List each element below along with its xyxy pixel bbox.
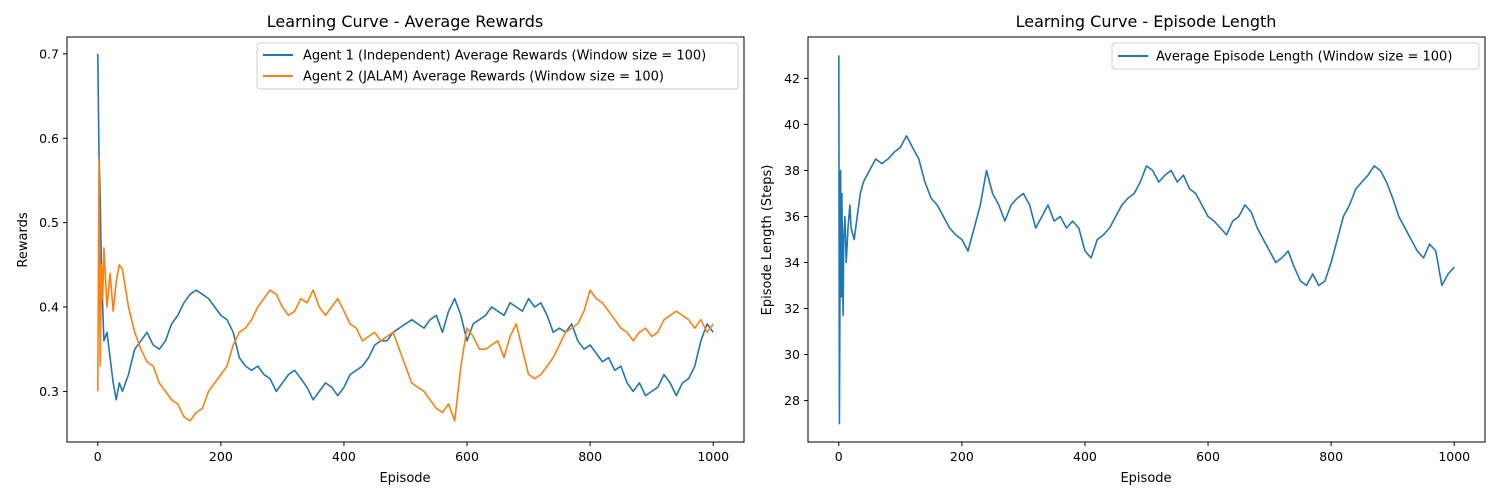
episode-length-y-tick-label: 36 [784, 209, 800, 224]
rewards-x-tick-label: 200 [209, 449, 233, 464]
rewards-chart-title: Learning Curve - Average Rewards [267, 12, 543, 31]
episode-length-x-ticks: 0 200 400 600 800 1000 [835, 442, 1470, 464]
episode-length-y-tick-label: 40 [784, 117, 800, 132]
rewards-legend-box [256, 42, 739, 90]
episode-length-y-tick-label: 42 [784, 71, 800, 86]
episode-length-legend: Average Episode Length (Window size = 10… [1111, 42, 1480, 70]
rewards-y-tick-label: 0.7 [39, 46, 59, 61]
episode-length-y-axis-label: Episode Length (Steps) [760, 165, 775, 316]
episode-length-series-line-1 [837, 55, 1455, 425]
episode-length-chart-title: Learning Curve - Episode Length [1016, 12, 1277, 31]
rewards-x-tick-label: 1000 [697, 449, 729, 464]
rewards-x-tick-label: 600 [455, 449, 479, 464]
rewards-x-tick-label: 0 [94, 449, 102, 464]
rewards-series-line-1 [97, 53, 714, 401]
rewards-y-tick-label: 0.3 [39, 384, 59, 399]
episode-length-x-axis-label: Episode [1120, 471, 1171, 486]
rewards-y-tick-label: 0.4 [39, 300, 59, 315]
rewards-x-ticks: 0 200 400 600 800 1000 [94, 442, 729, 464]
rewards-plot-area [97, 53, 714, 422]
rewards-y-axis-label: Rewards [16, 212, 31, 267]
episode-length-y-tick-label: 38 [784, 163, 800, 178]
rewards-series-line-2 [97, 158, 714, 422]
rewards-legend-label-agent-2: Agent 2 (JALAM) Average Rewards (Window … [303, 70, 664, 85]
rewards-axes-frame [66, 36, 745, 443]
episode-length-axes-frame [807, 36, 1486, 443]
episode-length-legend-label: Average Episode Length (Window size = 10… [1156, 50, 1452, 65]
rewards-y-ticks: 0.3 0.4 0.5 0.6 0.7 [39, 46, 67, 399]
episode-length-y-tick-label: 30 [784, 347, 800, 362]
episode-length-x-tick-label: 400 [1073, 449, 1097, 464]
rewards-x-axis-label: Episode [379, 471, 430, 486]
episode-length-legend-box [1111, 42, 1480, 70]
rewards-y-tick-label: 0.6 [39, 131, 59, 146]
episode-length-x-tick-label: 1000 [1438, 449, 1470, 464]
episode-length-x-tick-label: 0 [835, 449, 843, 464]
episode-length-y-ticks: 28 30 32 34 36 38 40 42 [784, 71, 808, 408]
rewards-y-tick-label: 0.5 [39, 215, 59, 230]
episode-length-y-tick-label: 34 [784, 255, 800, 270]
episode-length-y-tick-label: 32 [784, 301, 800, 316]
episode-length-chart: Learning Curve - Episode Length 0 200 400 6… [760, 12, 1486, 486]
rewards-chart: Learning Curve - Average Rewards 0 200 400… [16, 12, 745, 486]
rewards-legend: Agent 1 (Independent) Average Rewards (W… [256, 42, 739, 90]
episode-length-y-tick-label: 28 [784, 393, 800, 408]
episode-length-x-tick-label: 800 [1319, 449, 1343, 464]
episode-length-x-tick-label: 200 [950, 449, 974, 464]
rewards-x-tick-label: 800 [578, 449, 602, 464]
rewards-x-tick-label: 400 [332, 449, 356, 464]
episode-length-x-tick-label: 600 [1196, 449, 1220, 464]
episode-length-plot-area [837, 55, 1455, 425]
rewards-legend-label-agent-1: Agent 1 (Independent) Average Rewards (W… [303, 49, 706, 64]
